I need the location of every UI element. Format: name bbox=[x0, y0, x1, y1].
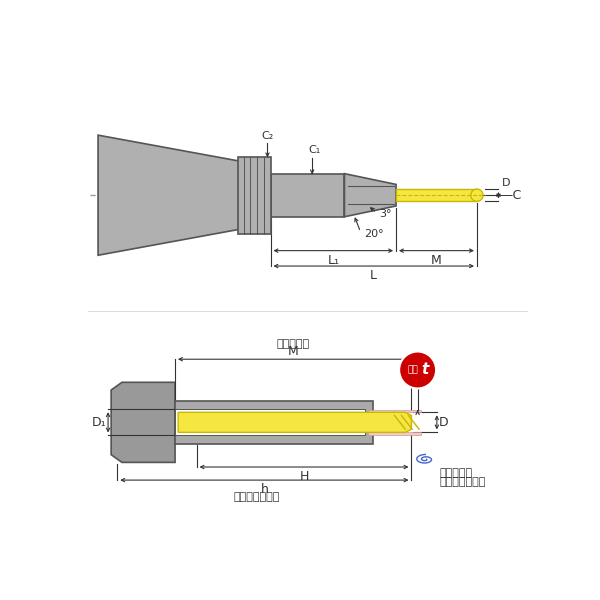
Text: ―C: ―C bbox=[500, 188, 521, 202]
Text: 工具最大挿入長: 工具最大挿入長 bbox=[233, 491, 280, 502]
Polygon shape bbox=[271, 173, 344, 217]
Polygon shape bbox=[98, 135, 257, 255]
Text: h: h bbox=[260, 483, 268, 496]
Text: L: L bbox=[370, 269, 377, 282]
Polygon shape bbox=[175, 401, 373, 444]
Polygon shape bbox=[175, 409, 365, 436]
Polygon shape bbox=[238, 157, 271, 234]
Circle shape bbox=[399, 352, 436, 388]
Text: D: D bbox=[502, 178, 510, 187]
Text: つかみ長さ: つかみ長さ bbox=[439, 468, 472, 478]
Text: t: t bbox=[421, 362, 428, 377]
Text: D₁: D₁ bbox=[92, 416, 107, 429]
Polygon shape bbox=[396, 189, 477, 202]
Text: 3°: 3° bbox=[379, 209, 392, 220]
Text: 20°: 20° bbox=[364, 229, 383, 239]
Text: D: D bbox=[439, 416, 449, 429]
Text: M: M bbox=[431, 254, 442, 267]
Text: C₁: C₁ bbox=[308, 145, 320, 155]
Polygon shape bbox=[178, 412, 412, 433]
Circle shape bbox=[471, 189, 483, 202]
Text: C₂: C₂ bbox=[262, 131, 274, 141]
Polygon shape bbox=[368, 433, 421, 434]
Polygon shape bbox=[111, 382, 175, 463]
Polygon shape bbox=[368, 410, 421, 412]
Polygon shape bbox=[344, 173, 396, 217]
Text: H: H bbox=[299, 470, 309, 483]
Text: L₁: L₁ bbox=[327, 254, 339, 267]
Text: 肉厚: 肉厚 bbox=[407, 365, 418, 374]
Text: M: M bbox=[288, 344, 299, 358]
Text: 加工有効長: 加工有効長 bbox=[277, 339, 310, 349]
Text: （最低把持長）: （最低把持長） bbox=[439, 478, 485, 487]
